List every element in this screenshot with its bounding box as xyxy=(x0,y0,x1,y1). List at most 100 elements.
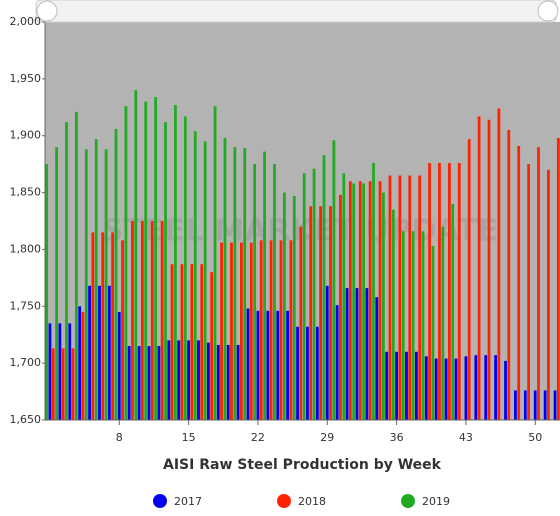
bar xyxy=(124,106,128,421)
slider-handle[interactable] xyxy=(36,0,58,22)
chart-title: AISI Raw Steel Production by Week xyxy=(163,457,442,473)
bar xyxy=(48,323,52,420)
bar xyxy=(362,183,365,420)
bar xyxy=(144,101,148,420)
bar xyxy=(494,355,498,420)
bar xyxy=(322,155,326,420)
bar xyxy=(167,340,171,420)
x-tick-label: 29 xyxy=(320,431,334,444)
bar xyxy=(533,390,537,420)
bar xyxy=(101,232,105,420)
bar xyxy=(216,344,220,420)
bar xyxy=(177,340,181,420)
bar xyxy=(431,246,435,420)
bar xyxy=(51,348,55,420)
bar xyxy=(65,122,68,420)
bar xyxy=(299,226,303,420)
plot-area xyxy=(45,22,560,420)
bar xyxy=(358,181,362,420)
y-tick-label: 1,950 xyxy=(10,72,42,85)
bar xyxy=(543,390,547,420)
bar xyxy=(121,240,124,420)
bar xyxy=(368,181,372,420)
bar xyxy=(375,297,379,420)
x-tick-label: 15 xyxy=(182,431,196,444)
bar xyxy=(319,206,323,420)
bar xyxy=(94,139,98,420)
bar xyxy=(207,342,210,420)
slider-handle[interactable] xyxy=(537,0,559,22)
bar xyxy=(415,351,418,420)
bar xyxy=(160,221,164,420)
legend-label: 2019 xyxy=(422,495,450,508)
bar xyxy=(329,206,332,420)
bar xyxy=(335,305,339,420)
bar xyxy=(91,232,95,420)
bar xyxy=(266,310,270,420)
bar xyxy=(253,164,257,420)
bar xyxy=(226,344,230,420)
bar xyxy=(78,306,82,420)
bar xyxy=(197,340,200,420)
y-tick-label: 1,650 xyxy=(10,413,42,426)
bar xyxy=(88,285,91,420)
bar xyxy=(190,264,194,420)
bar xyxy=(447,163,451,420)
range-slider[interactable] xyxy=(35,0,557,23)
bar xyxy=(315,326,319,420)
y-tick-label: 2,000 xyxy=(10,15,42,28)
bar xyxy=(104,149,108,421)
bar xyxy=(411,231,415,420)
bar xyxy=(107,285,111,420)
bar xyxy=(58,323,62,420)
bar xyxy=(170,264,174,420)
bar xyxy=(441,226,445,420)
bar xyxy=(282,192,286,420)
bar xyxy=(187,340,190,420)
bar xyxy=(372,163,375,420)
bar xyxy=(289,240,293,420)
bar xyxy=(131,221,134,420)
bar xyxy=(451,203,455,420)
bar xyxy=(312,168,316,420)
bar xyxy=(484,355,488,420)
bar xyxy=(127,346,131,420)
bar xyxy=(504,360,507,420)
bar xyxy=(114,128,118,421)
bar xyxy=(391,209,395,420)
bar xyxy=(401,231,405,420)
bar xyxy=(325,285,329,420)
bar xyxy=(157,346,161,420)
bar xyxy=(98,285,101,420)
bar xyxy=(154,97,158,421)
bar xyxy=(398,175,402,420)
bar xyxy=(213,106,217,421)
bar xyxy=(385,351,389,420)
bar xyxy=(497,108,501,421)
bar xyxy=(556,137,560,420)
bar xyxy=(210,272,214,420)
y-tick-label: 1,700 xyxy=(10,356,42,369)
bar xyxy=(193,131,197,420)
bar xyxy=(279,240,283,420)
bar xyxy=(527,164,530,420)
bar xyxy=(365,288,369,420)
bar xyxy=(75,111,78,420)
bar xyxy=(553,390,557,420)
bar xyxy=(434,358,438,420)
bar xyxy=(457,163,461,420)
bar xyxy=(68,323,72,420)
y-tick-label: 1,750 xyxy=(10,299,42,312)
bar xyxy=(174,105,177,421)
bar xyxy=(273,164,276,420)
bar xyxy=(517,145,521,420)
bar xyxy=(339,194,342,420)
bar xyxy=(256,310,260,420)
legend-swatch xyxy=(277,494,291,508)
y-tick-label: 1,800 xyxy=(10,242,42,255)
bar xyxy=(203,141,207,420)
bar xyxy=(55,147,58,421)
bar xyxy=(405,351,408,420)
bar xyxy=(332,140,336,420)
